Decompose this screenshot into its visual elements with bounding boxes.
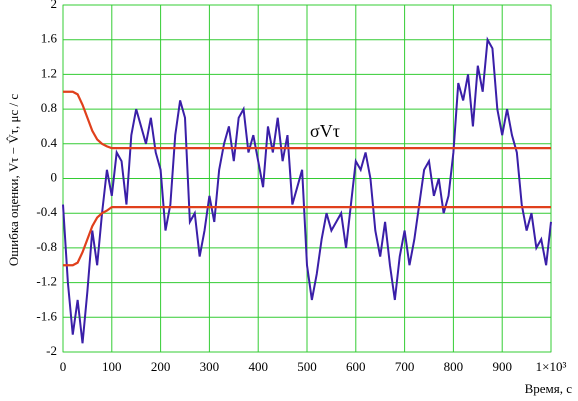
y-tick-label: 0 <box>51 169 58 184</box>
y-tick-label: 0.8 <box>41 100 57 115</box>
y-axis-title: Ошибка оценки, Vτ − V̂τ, μc / c <box>6 94 21 266</box>
y-tick-label: 1.6 <box>41 31 58 46</box>
y-tick-label: -0.4 <box>36 204 57 219</box>
x-tick-label: 500 <box>297 359 317 374</box>
x-tick-label: 900 <box>492 359 512 374</box>
y-tick-label: 2 <box>51 0 58 11</box>
x-tick-label: 200 <box>151 359 171 374</box>
y-tick-label: -1.2 <box>36 274 57 289</box>
y-tick-label: 0.4 <box>41 135 58 150</box>
annotation: σVτ <box>310 121 340 141</box>
y-tick-label: -2 <box>46 343 57 358</box>
series-line <box>63 90 551 150</box>
x-tick-label: 700 <box>395 359 415 374</box>
x-tick-label: 1×10³ <box>536 359 567 374</box>
x-tick-label: 0 <box>60 359 67 374</box>
x-tick-label: 600 <box>346 359 366 374</box>
x-tick-label: 100 <box>102 359 122 374</box>
y-tick-label: -0.8 <box>36 239 57 254</box>
y-tick-label: -1.6 <box>36 308 57 323</box>
y-tick-label: 1.2 <box>41 65 57 80</box>
x-tick-label: 300 <box>200 359 220 374</box>
x-tick-label: 400 <box>248 359 268 374</box>
series-line <box>63 206 551 267</box>
series-line <box>62 36 552 344</box>
x-axis-title: Время, с <box>525 381 573 396</box>
x-tick-label: 800 <box>444 359 464 374</box>
